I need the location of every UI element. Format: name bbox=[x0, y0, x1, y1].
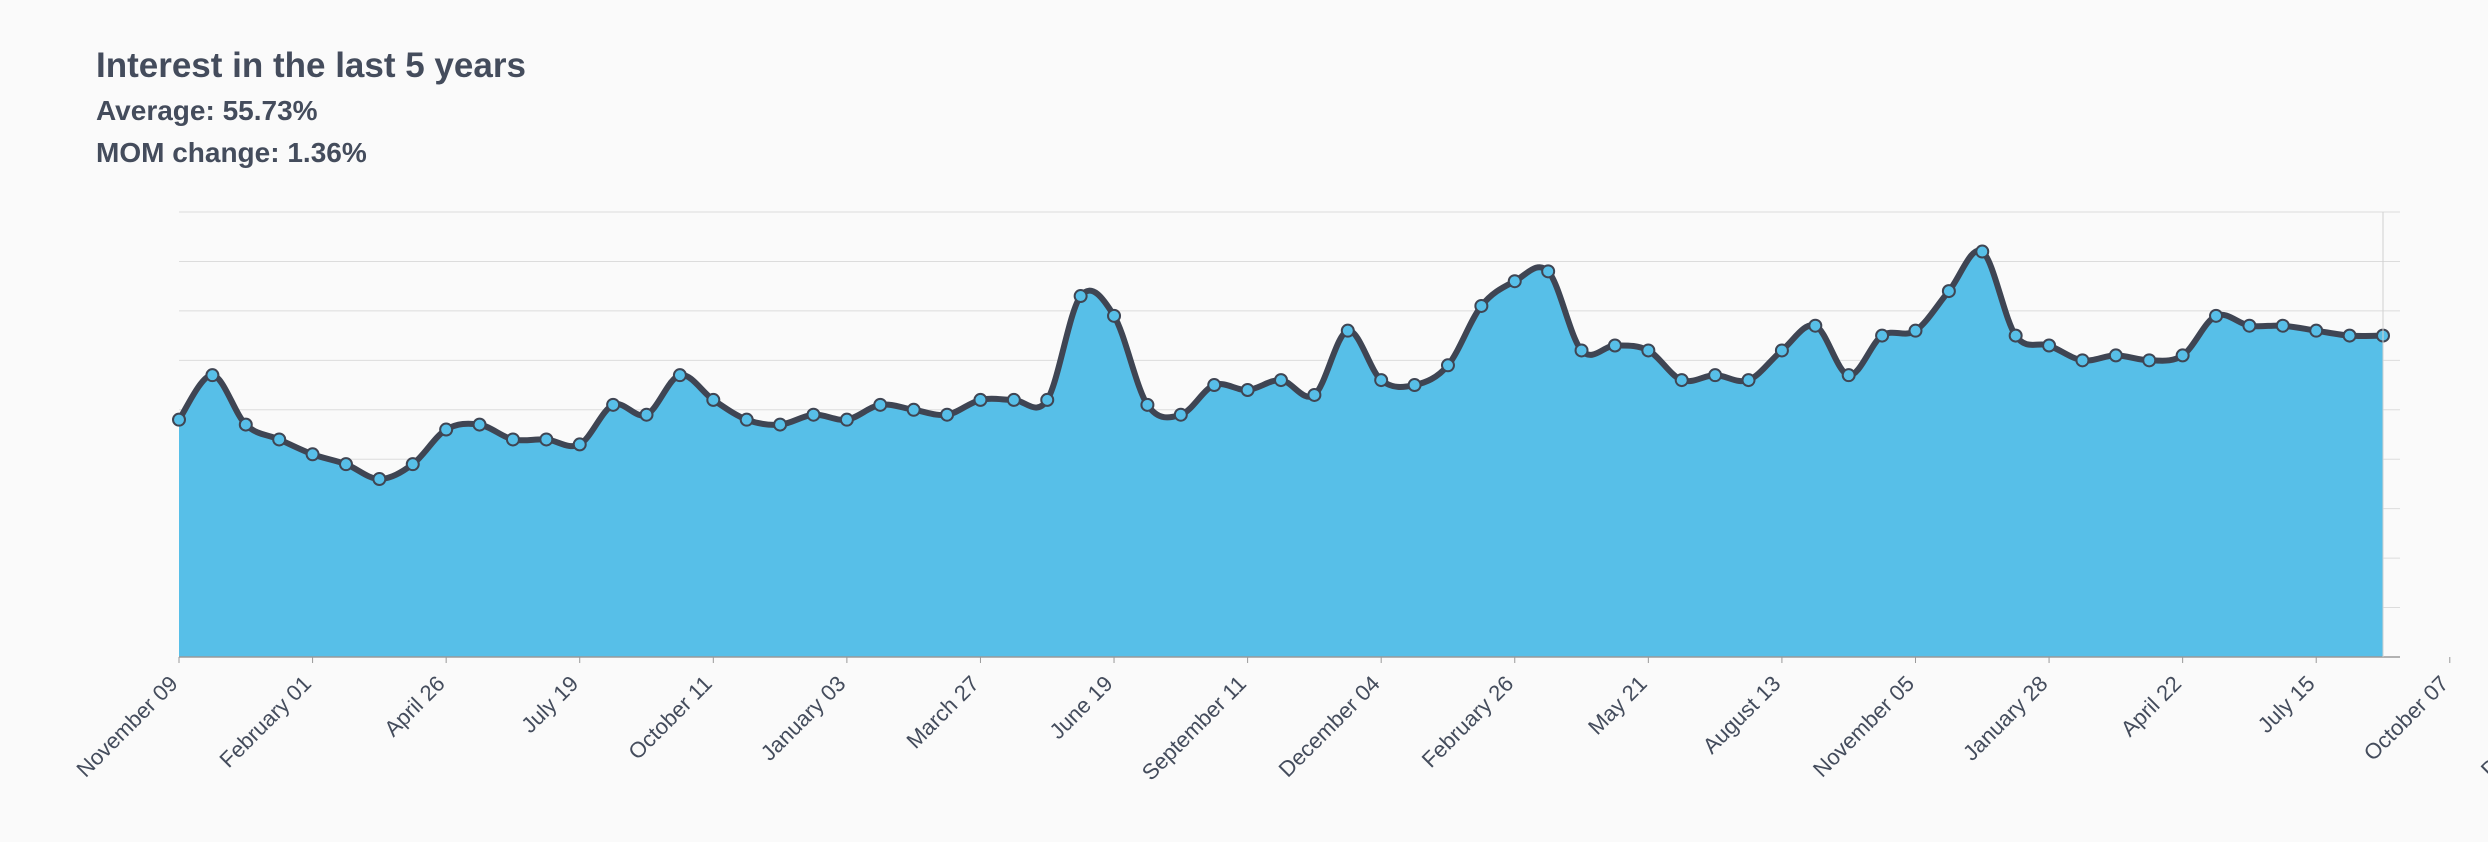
data-point bbox=[1774, 343, 1789, 358]
data-point bbox=[1607, 338, 1622, 353]
x-tick-label: December 30 bbox=[2476, 671, 2488, 782]
data-point bbox=[539, 432, 554, 447]
data-markers bbox=[172, 244, 2390, 486]
data-point bbox=[2142, 353, 2157, 368]
data-point bbox=[305, 447, 320, 462]
x-tick-label: August 13 bbox=[1698, 671, 1786, 759]
data-point bbox=[1040, 392, 1055, 407]
data-point bbox=[1107, 308, 1122, 323]
data-point bbox=[940, 407, 955, 422]
data-point bbox=[2108, 348, 2123, 363]
x-tick-label: January 03 bbox=[756, 671, 851, 766]
data-point bbox=[873, 397, 888, 412]
data-point bbox=[839, 412, 854, 427]
data-point bbox=[1908, 323, 1923, 338]
data-point bbox=[639, 407, 654, 422]
x-tick-labels: November 09 February 01 April 26 July 19 Oct… bbox=[71, 657, 2488, 785]
data-point bbox=[1841, 368, 1856, 383]
chart-title: Interest in the last 5 years bbox=[96, 46, 526, 85]
data-point bbox=[806, 407, 821, 422]
data-point bbox=[1541, 264, 1556, 279]
data-point bbox=[1073, 289, 1088, 304]
x-tick-label: November 05 bbox=[1808, 671, 1919, 782]
x-tick-label: May 21 bbox=[1583, 671, 1652, 740]
data-point bbox=[672, 368, 687, 383]
data-point bbox=[1140, 397, 1155, 412]
data-point bbox=[1240, 383, 1255, 397]
data-point bbox=[238, 417, 253, 432]
data-point bbox=[906, 402, 921, 417]
data-point bbox=[572, 437, 587, 452]
data-point bbox=[2209, 308, 2224, 323]
data-point bbox=[1875, 328, 1890, 343]
area-fill bbox=[179, 250, 2383, 657]
data-point bbox=[2242, 318, 2257, 333]
data-point bbox=[505, 432, 520, 447]
data-point bbox=[773, 417, 788, 432]
data-point bbox=[439, 422, 454, 437]
x-tick-label: March 27 bbox=[901, 671, 984, 754]
data-point bbox=[1674, 373, 1689, 388]
data-point bbox=[205, 368, 220, 383]
average-stat: Average: 55.73% bbox=[96, 95, 318, 126]
x-tick-label: July 15 bbox=[2253, 671, 2320, 738]
x-tick-label: September 11 bbox=[1137, 671, 1251, 785]
data-point bbox=[2175, 348, 2190, 363]
data-point bbox=[372, 472, 387, 486]
data-point bbox=[1207, 378, 1222, 393]
data-point bbox=[272, 432, 287, 447]
data-point bbox=[1173, 407, 1188, 422]
data-point bbox=[1440, 358, 1455, 373]
data-point bbox=[2342, 328, 2357, 343]
data-point bbox=[405, 457, 420, 472]
x-tick-label: January 28 bbox=[1958, 671, 2053, 766]
data-point bbox=[1975, 244, 1990, 259]
x-tick-label: February 26 bbox=[1417, 671, 1519, 773]
data-point bbox=[1507, 274, 1522, 289]
chart-header: Interest in the last 5 years Average: 55… bbox=[96, 42, 526, 174]
x-tick-label: February 01 bbox=[215, 671, 317, 773]
data-point bbox=[2275, 318, 2290, 333]
axes bbox=[179, 212, 2400, 658]
x-tick-label: November 09 bbox=[71, 671, 182, 782]
data-point bbox=[2309, 323, 2324, 338]
data-point bbox=[606, 397, 621, 412]
data-point bbox=[1808, 318, 1823, 333]
data-point bbox=[1941, 284, 1956, 299]
data-point bbox=[1307, 387, 1322, 402]
data-point bbox=[1374, 373, 1389, 388]
mom-change-stat: MOM change: 1.36% bbox=[96, 137, 367, 168]
data-point bbox=[1006, 392, 1021, 407]
x-tick-label: July 19 bbox=[516, 671, 583, 738]
data-point bbox=[2008, 328, 2023, 343]
data-point bbox=[1407, 378, 1422, 393]
x-tick-label: June 19 bbox=[1045, 671, 1118, 744]
data-point bbox=[1708, 368, 1723, 383]
data-point bbox=[973, 392, 988, 407]
data-point bbox=[1340, 323, 1355, 338]
data-point bbox=[2042, 338, 2057, 353]
data-point bbox=[2075, 353, 2090, 368]
data-point bbox=[1574, 343, 1589, 358]
x-tick-label: October 11 bbox=[623, 671, 716, 764]
data-point bbox=[1741, 373, 1756, 388]
data-point bbox=[1274, 373, 1288, 388]
data-point bbox=[472, 417, 487, 432]
data-point bbox=[338, 457, 353, 472]
x-tick-label: October 07 bbox=[2359, 671, 2454, 766]
data-point bbox=[1641, 343, 1656, 358]
x-tick-label: April 26 bbox=[379, 671, 449, 741]
data-point bbox=[172, 412, 186, 427]
x-tick-label: December 04 bbox=[1274, 671, 1385, 782]
data-point bbox=[739, 412, 754, 427]
data-point bbox=[1474, 298, 1489, 313]
x-tick-label: April 22 bbox=[2116, 671, 2186, 741]
data-point bbox=[706, 392, 721, 407]
